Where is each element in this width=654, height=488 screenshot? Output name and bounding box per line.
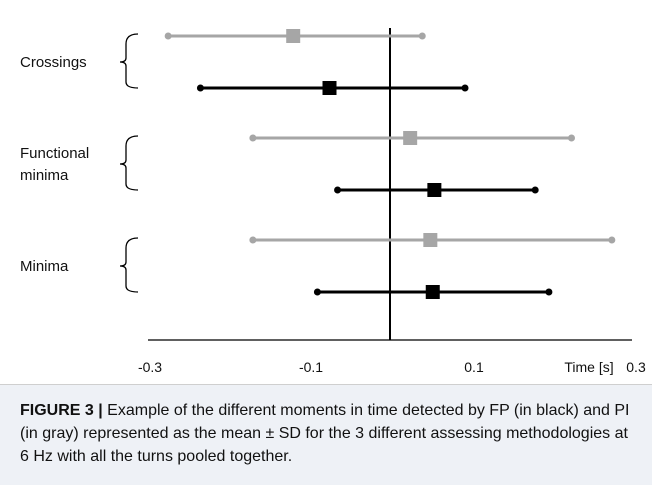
figure-caption-text: Example of the different moments in time…: [20, 402, 630, 465]
x-axis-label: Time [s]: [564, 359, 613, 375]
x-tick-label: -0.3: [138, 359, 162, 375]
error-bar-end-cap: [164, 32, 172, 40]
error-bar-end-cap: [249, 236, 257, 244]
figure-caption-box: FIGURE 3 | Example of the different mome…: [0, 384, 652, 485]
error-bar-end-cap: [608, 236, 616, 244]
mean-marker: [286, 29, 301, 43]
error-bar-end-cap: [249, 134, 257, 142]
category-bracket: [119, 135, 139, 191]
figure-label: FIGURE 3 |: [20, 402, 103, 419]
mean-marker: [403, 131, 418, 145]
chart: -0.3 -0.1 0.1 Time [s] 0.3 Crossings Functiona…: [20, 28, 646, 375]
error-bar-end-cap: [461, 84, 469, 92]
x-tick-label: 0.1: [464, 359, 484, 375]
error-bar-end-cap: [545, 288, 553, 296]
error-bar-end-cap: [196, 84, 204, 92]
category-label: minima: [20, 167, 69, 184]
error-bar-end-cap: [568, 134, 575, 142]
mean-marker: [425, 285, 440, 299]
category-bracket: [119, 33, 139, 89]
category-label: Functional: [20, 145, 89, 162]
mean-marker: [423, 233, 438, 247]
mean-marker: [427, 183, 442, 197]
mean-marker: [322, 81, 337, 95]
category-label: Minima: [20, 258, 69, 275]
figure-caption: FIGURE 3 | Example of the different mome…: [20, 399, 632, 468]
error-bar-end-cap: [418, 32, 426, 40]
x-tick-label: -0.1: [299, 359, 323, 375]
category-bracket: [119, 237, 139, 293]
error-bar-end-cap: [313, 288, 321, 296]
error-bar-end-cap: [334, 186, 342, 194]
error-bar-end-cap: [531, 186, 539, 194]
x-tick-label: 0.3: [626, 359, 646, 375]
category-label: Crossings: [20, 54, 87, 71]
